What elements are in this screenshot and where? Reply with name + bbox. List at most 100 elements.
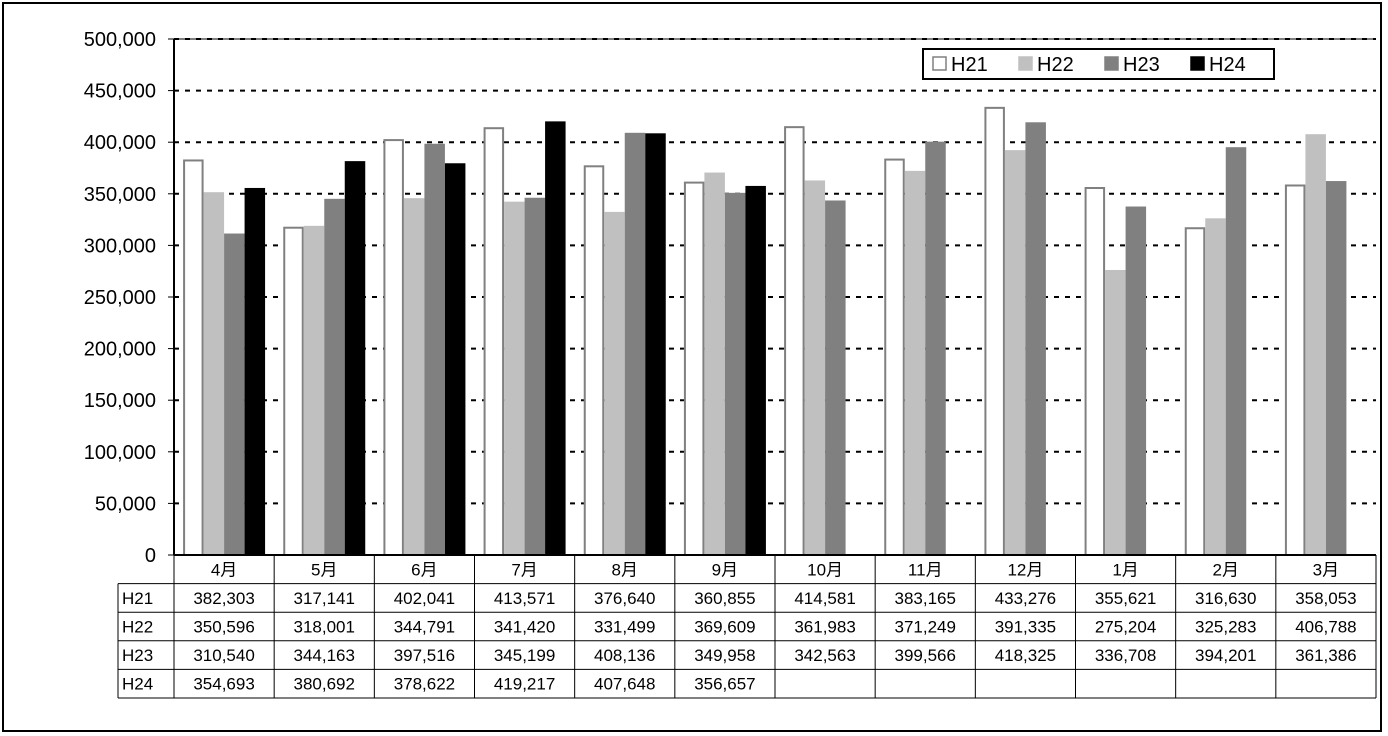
row-header-h24: H24 <box>122 675 153 694</box>
data-label: 358,053 <box>1295 589 1356 608</box>
data-label: 407,648 <box>594 675 655 694</box>
y-tick-label: 250,000 <box>84 287 156 309</box>
bar-h23 <box>1125 206 1147 557</box>
row-header-h22: H22 <box>122 618 153 637</box>
category-label: 5月 <box>311 560 337 579</box>
data-label: 331,499 <box>594 618 655 637</box>
bar-h22 <box>403 198 425 556</box>
data-label: 406,788 <box>1295 618 1356 637</box>
y-tick-label: 200,000 <box>84 339 156 361</box>
data-label: 356,657 <box>694 675 755 694</box>
data-label: 402,041 <box>394 589 455 608</box>
data-label: 317,141 <box>294 589 355 608</box>
bar-h22 <box>804 180 826 557</box>
bar-h24 <box>645 133 666 557</box>
row-header-h21: H21 <box>122 589 153 608</box>
data-label: 397,516 <box>394 646 455 665</box>
data-label: 354,693 <box>193 675 254 694</box>
category-label: 9月 <box>712 560 738 579</box>
bar-h23 <box>925 141 946 556</box>
bar-chart: 0 50,000 100,000 150,000 200,000 250,000 300,0… <box>84 29 1377 699</box>
legend-label-h23: H23 <box>1123 54 1160 76</box>
data-label: 380,692 <box>294 675 355 694</box>
bar-h21 <box>483 127 505 556</box>
bar-h23 <box>324 198 345 556</box>
data-label: 344,163 <box>294 646 355 665</box>
category-label: 12月 <box>1007 560 1043 579</box>
bar-h22 <box>1004 150 1026 556</box>
bar-h22 <box>1305 134 1326 556</box>
bar-h21 <box>1184 227 1206 556</box>
y-tick-label: 0 <box>145 545 156 567</box>
bar-h24 <box>344 161 366 556</box>
data-label: 355,621 <box>1095 589 1156 608</box>
y-tick-label: 50,000 <box>95 493 156 515</box>
category-label: 8月 <box>612 560 638 579</box>
legend-swatch-h23 <box>1104 56 1119 71</box>
data-label: 382,303 <box>193 589 254 608</box>
data-label: 344,791 <box>394 618 455 637</box>
category-label: 7月 <box>511 560 537 579</box>
row-header-h23: H23 <box>122 646 153 665</box>
bar-h21 <box>984 106 1005 557</box>
bar-h24 <box>545 121 566 557</box>
legend-label-h24: H24 <box>1209 54 1246 76</box>
bar-h23 <box>724 192 746 556</box>
bar-h21 <box>1084 186 1106 557</box>
data-label: 336,708 <box>1095 646 1156 665</box>
bar-h21 <box>683 181 705 557</box>
data-label: 350,596 <box>193 618 254 637</box>
bar-h22 <box>504 201 525 556</box>
bar-h22 <box>704 172 725 556</box>
y-tick-label: 300,000 <box>84 235 156 257</box>
y-tick-label: 100,000 <box>84 442 156 464</box>
legend-swatch-h24 <box>1190 56 1205 71</box>
bar-h22 <box>604 211 625 556</box>
data-label: 383,165 <box>895 589 956 608</box>
data-label: 361,983 <box>794 618 855 637</box>
y-tick-label: 150,000 <box>84 390 156 412</box>
bar-h21 <box>1284 184 1306 556</box>
legend-label-h21: H21 <box>951 54 988 76</box>
y-tick-label: 350,000 <box>84 184 156 206</box>
data-label: 413,571 <box>494 589 555 608</box>
bar-h23 <box>1025 122 1046 556</box>
data-label: 318,001 <box>294 618 355 637</box>
data-label: 342,563 <box>794 646 855 665</box>
bar-h24 <box>244 187 266 556</box>
data-label: 310,540 <box>193 646 254 665</box>
y-tick-label: 500,000 <box>84 29 156 51</box>
data-label: 345,199 <box>494 646 555 665</box>
category-label: 1月 <box>1112 560 1138 579</box>
data-label: 419,217 <box>494 675 555 694</box>
data-label: 391,335 <box>995 618 1056 637</box>
legend-label-h22: H22 <box>1037 54 1074 76</box>
data-label: 349,958 <box>694 646 755 665</box>
y-tick-label: 450,000 <box>84 81 156 103</box>
category-label: 11月 <box>908 560 943 579</box>
data-label: 394,201 <box>1195 646 1256 665</box>
category-label: 4月 <box>211 560 237 579</box>
bar-h23 <box>825 200 846 557</box>
data-label: 414,581 <box>794 589 855 608</box>
bar-h21 <box>183 159 204 556</box>
bar-h23 <box>524 197 546 556</box>
data-label: 369,609 <box>694 618 755 637</box>
bar-h24 <box>745 185 766 557</box>
category-label: 2月 <box>1213 560 1239 579</box>
category-label: 3月 <box>1313 560 1339 579</box>
data-label: 325,283 <box>1195 618 1256 637</box>
legend-box <box>922 48 1275 80</box>
y-tick-label: 400,000 <box>84 132 156 154</box>
data-label: 371,249 <box>895 618 956 637</box>
bar-h22 <box>904 170 926 556</box>
data-label: 376,640 <box>594 589 655 608</box>
data-label: 408,136 <box>594 646 655 665</box>
bar-h24 <box>444 163 466 557</box>
bar-h23 <box>624 132 646 556</box>
bar-h23 <box>424 143 445 556</box>
data-label: 418,325 <box>995 646 1056 665</box>
bar-h21 <box>283 226 304 557</box>
bar-h21 <box>383 139 404 556</box>
